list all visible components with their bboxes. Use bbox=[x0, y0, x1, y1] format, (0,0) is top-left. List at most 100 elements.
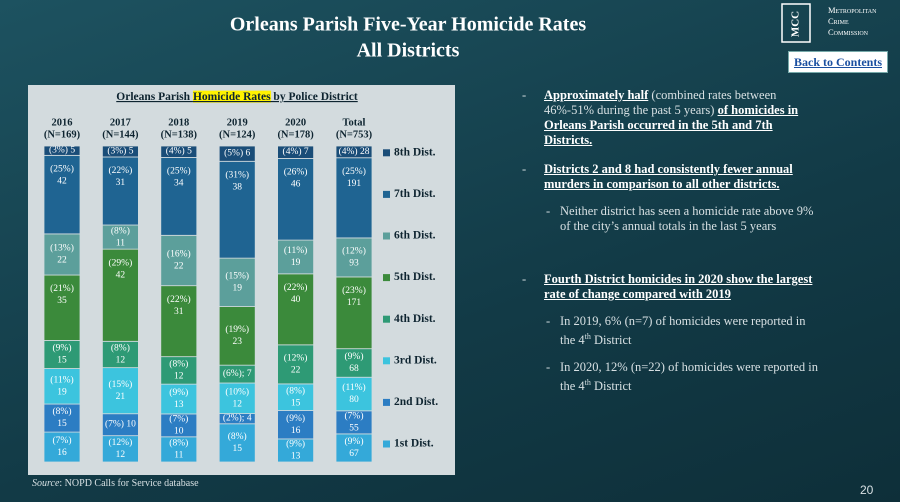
value-label: 11 bbox=[116, 238, 125, 248]
legend-label: 8th Dist. bbox=[394, 146, 436, 158]
value-label: 23 bbox=[232, 337, 242, 347]
share-label: (12%) bbox=[109, 437, 133, 448]
x-tick-label: 2018 bbox=[168, 117, 189, 128]
text-run: In 2020, 12% (n=22) of homicides were re… bbox=[560, 360, 819, 394]
share-label: (9%) bbox=[169, 387, 188, 398]
x-tick-label: 2020 bbox=[285, 117, 306, 128]
bar-segment bbox=[102, 156, 139, 226]
logo-frame bbox=[781, 3, 811, 43]
value-label: 93 bbox=[349, 259, 359, 269]
value-label: 55 bbox=[349, 424, 359, 434]
bar-segment bbox=[102, 145, 139, 158]
share-label: (9%) bbox=[345, 436, 364, 447]
value-label: 6 bbox=[246, 149, 251, 159]
share-label: (15%) bbox=[225, 271, 249, 282]
bar-segment bbox=[102, 340, 139, 369]
value-label: 31 bbox=[174, 307, 184, 317]
share-label: (10%) bbox=[225, 386, 249, 397]
bullet: Fourth District homicides in 2020 show t… bbox=[520, 272, 820, 394]
share-label: (13%) bbox=[50, 243, 74, 254]
share-label: (2%); bbox=[223, 413, 245, 424]
slide-subtitle: All Districts bbox=[357, 40, 460, 62]
share-label: (9%) bbox=[345, 351, 364, 362]
share-label: (22%) bbox=[109, 165, 133, 176]
share-label: (5%) bbox=[224, 148, 243, 159]
value-label: 16 bbox=[57, 448, 67, 458]
share-label: (23%) bbox=[342, 285, 366, 296]
share-label: (9%) bbox=[286, 413, 305, 424]
value-label: 11 bbox=[174, 451, 183, 461]
value-label: 19 bbox=[57, 387, 67, 397]
bar-segment bbox=[335, 276, 373, 350]
value-label: 191 bbox=[347, 179, 362, 189]
share-label: (25%) bbox=[50, 164, 74, 175]
data-label: (3%) 5 bbox=[107, 146, 133, 157]
data-label: (7%) 10 bbox=[105, 419, 136, 430]
bar-segment bbox=[160, 383, 198, 415]
value-label: 15 bbox=[57, 419, 67, 429]
x-tick-label: 2017 bbox=[110, 117, 131, 128]
share-label: (8%) bbox=[111, 343, 130, 354]
data-label: (4%) 28 bbox=[339, 146, 370, 157]
share-label: (6%); bbox=[223, 368, 245, 379]
chart-title-part: by Police District bbox=[271, 91, 358, 103]
bar-segment bbox=[218, 257, 256, 307]
bar-segment bbox=[43, 233, 81, 276]
value-label: 4 bbox=[247, 414, 252, 424]
value-label: 13 bbox=[291, 452, 301, 462]
bullet: Approximately half (combined rates betwe… bbox=[520, 88, 820, 148]
value-label: 5 bbox=[70, 146, 75, 156]
share-label: (25%) bbox=[167, 166, 191, 177]
data-label: (4%) 5 bbox=[166, 146, 192, 157]
text-run: (combined rates between 46%-51% during t… bbox=[544, 88, 777, 117]
text-run: of homicides in Orleans Parish occurred … bbox=[544, 103, 799, 147]
share-label: (3%) bbox=[49, 145, 68, 156]
share-label: (22%) bbox=[167, 294, 191, 305]
text-run: Neither district has seen a homicide rat… bbox=[560, 204, 814, 233]
value-label: 38 bbox=[232, 182, 242, 192]
source-note: Source: NOPD Calls for Service database bbox=[32, 478, 199, 489]
value-label: 12 bbox=[116, 450, 126, 460]
value-label: 5 bbox=[129, 147, 134, 157]
value-label: 13 bbox=[174, 400, 184, 410]
share-label: (26%) bbox=[284, 167, 308, 178]
data-label: (3%) 5 bbox=[49, 145, 75, 156]
bar-segment bbox=[218, 382, 256, 414]
legend-swatch bbox=[383, 398, 390, 406]
legend-label: 7th Dist. bbox=[394, 188, 436, 200]
legend-label: 4th Dist. bbox=[394, 313, 436, 325]
x-tick-note: (N=753) bbox=[336, 129, 373, 140]
bar-segment bbox=[43, 154, 81, 235]
chart-title-part: Orleans Parish bbox=[116, 91, 193, 103]
text-run: Districts 2 and 8 had consistently fewer… bbox=[544, 162, 793, 191]
share-label: (4%) bbox=[283, 146, 302, 157]
value-label: 12 bbox=[116, 356, 126, 366]
legend-swatch bbox=[383, 190, 390, 198]
value-label: 16 bbox=[291, 426, 301, 436]
legend-label: 1st Dist. bbox=[394, 438, 434, 450]
bar-segment bbox=[335, 157, 373, 239]
bar-segment bbox=[102, 248, 139, 342]
value-label: 5 bbox=[187, 147, 192, 157]
share-label: (7%) bbox=[53, 435, 72, 446]
share-label: (11%) bbox=[342, 382, 365, 393]
value-label: 15 bbox=[232, 444, 242, 454]
bar-segment bbox=[218, 306, 256, 366]
bullet-list: Approximately half (combined rates betwe… bbox=[520, 88, 820, 408]
bar-segment bbox=[218, 160, 256, 259]
bar-segment bbox=[277, 273, 315, 346]
bar-segment bbox=[43, 368, 81, 405]
bar-segment bbox=[102, 367, 139, 415]
bar-segment bbox=[277, 145, 315, 159]
sub-bullet: Neither district has seen a homicide rat… bbox=[520, 204, 820, 234]
back-to-contents-button[interactable]: Back to Contents bbox=[788, 51, 888, 73]
source-label: Source bbox=[32, 478, 60, 489]
bar-segment bbox=[335, 433, 373, 463]
value-label: 28 bbox=[360, 147, 370, 157]
legend-label: 3rd Dist. bbox=[394, 354, 437, 366]
bar-segment bbox=[43, 145, 81, 156]
legend-swatch bbox=[383, 315, 390, 323]
legend-label: 6th Dist. bbox=[394, 230, 436, 242]
